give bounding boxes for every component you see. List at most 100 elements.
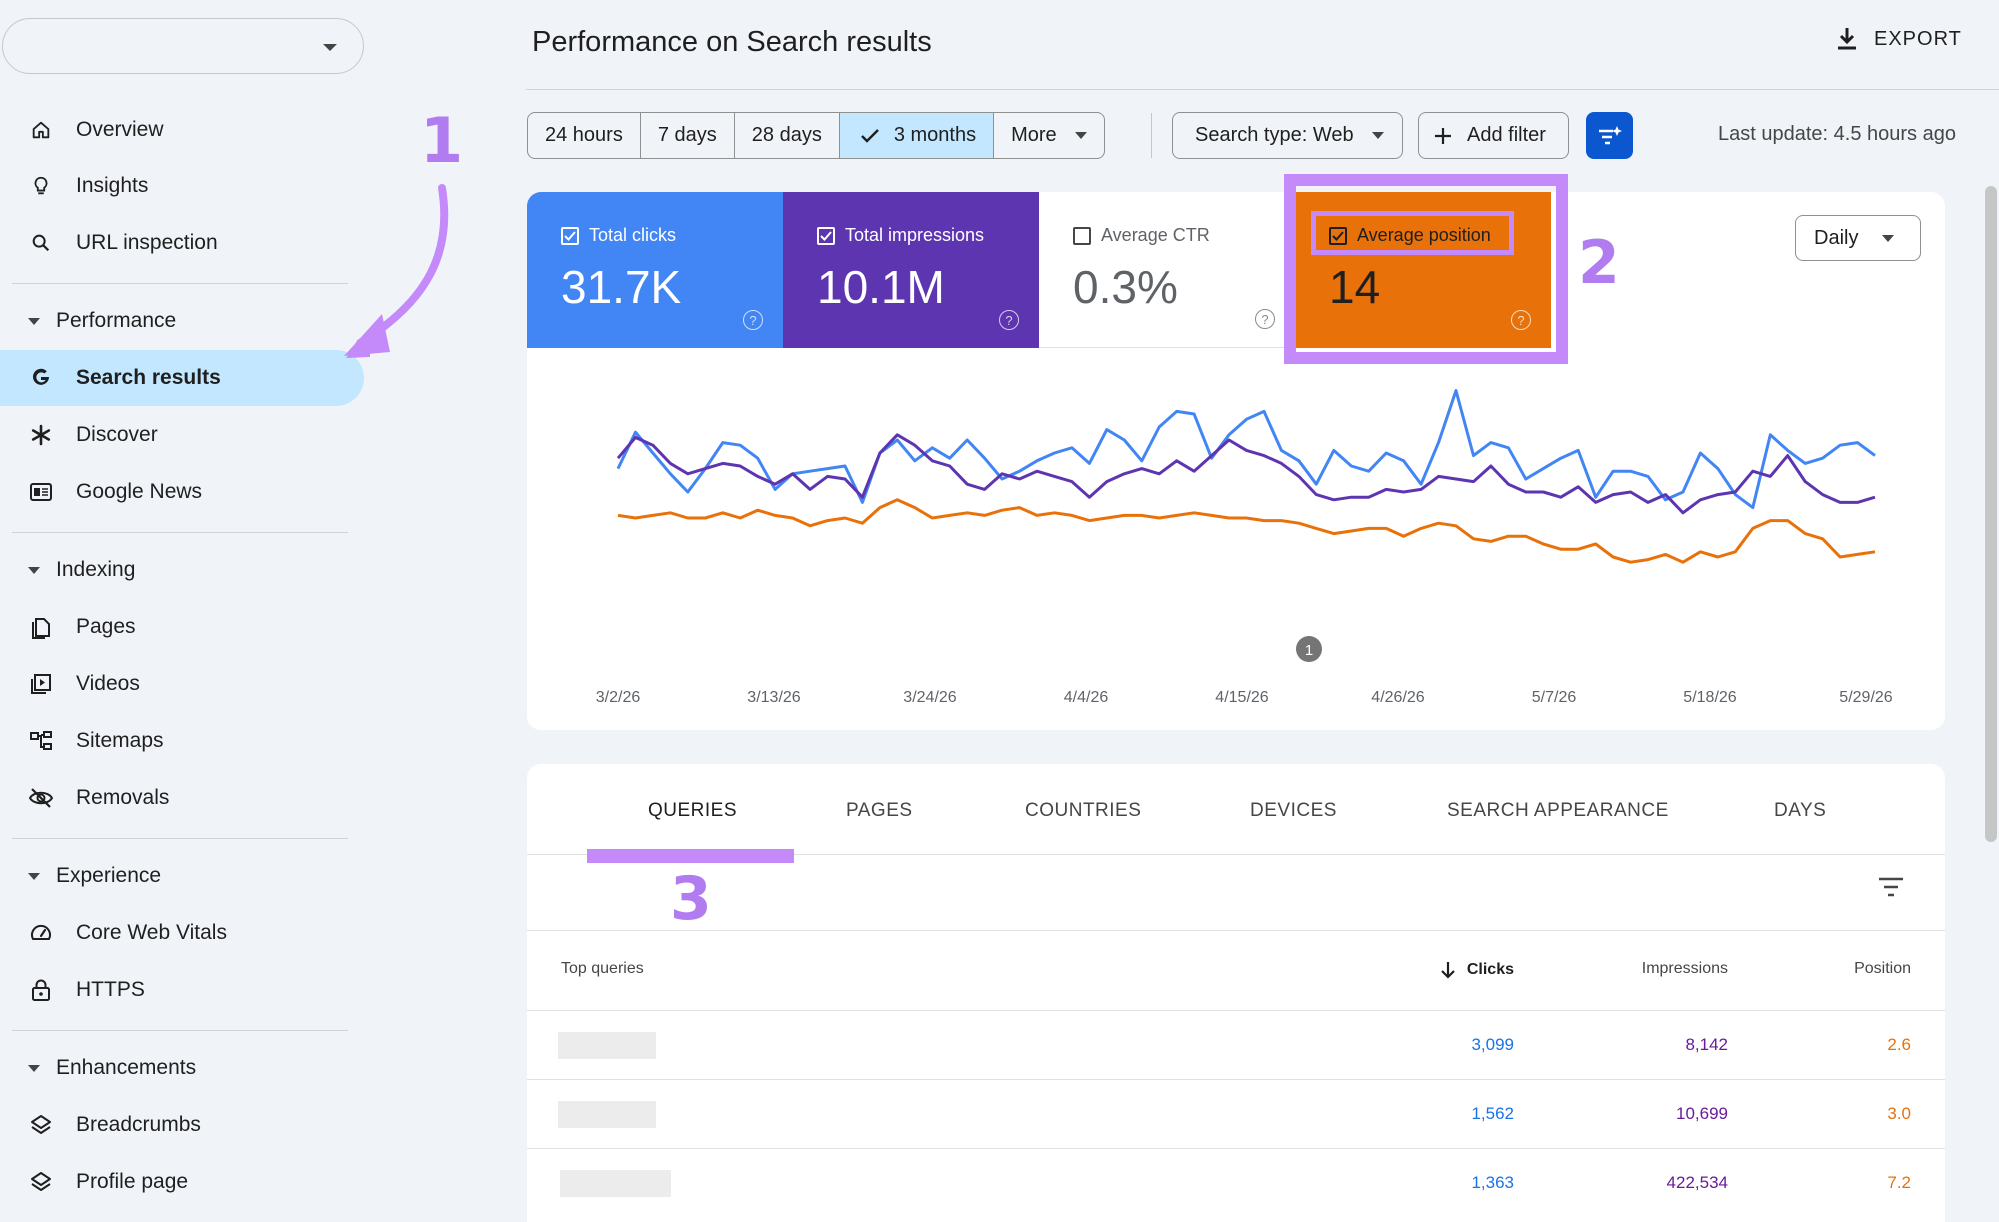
range-7-days-button[interactable]: 7 days [641, 113, 735, 158]
sidebar-item-label: URL inspection [76, 231, 218, 254]
filter-label: Search type: Web [1195, 124, 1354, 146]
arrow-down-icon [1441, 962, 1455, 979]
header-label: Clicks [1466, 961, 1514, 978]
scrollbar[interactable] [1985, 186, 1997, 842]
active-tab-indicator [587, 849, 794, 863]
sidebar-item-sitemaps[interactable]: Sitemaps [0, 713, 364, 769]
search-type-filter[interactable]: Search type: Web [1172, 112, 1403, 159]
sidebar-item-label: Removals [76, 786, 170, 809]
metric-average-position[interactable]: Average position 14 ? [1295, 192, 1551, 348]
sidebar-item-overview[interactable]: Overview [0, 102, 364, 158]
caret-down-icon [28, 566, 40, 574]
metric-total-impressions[interactable]: Total impressions 10.1M ? [783, 192, 1039, 348]
tab-pages[interactable]: PAGES [846, 800, 913, 821]
tab-countries[interactable]: COUNTRIES [1025, 800, 1142, 821]
layers-icon [28, 1112, 54, 1138]
column-header-impressions[interactable]: Impressions [1641, 960, 1728, 977]
divider [527, 930, 1945, 931]
caret-down-icon [1882, 234, 1895, 242]
property-selector[interactable] [2, 18, 364, 74]
tab-devices[interactable]: DEVICES [1250, 800, 1337, 821]
date-range-selector: 24 hours 7 days 28 days 3 months More [527, 112, 1105, 159]
sidebar-item-profile-page[interactable]: Profile page [0, 1154, 364, 1210]
sidebar-item-removals[interactable]: Removals [0, 770, 364, 826]
section-label: Performance [56, 309, 177, 332]
range-label: 3 months [893, 124, 977, 146]
help-icon[interactable]: ? [1511, 310, 1531, 330]
sidebar-item-breadcrumbs[interactable]: Breadcrumbs [0, 1097, 364, 1153]
sidebar-item-google-news[interactable]: Google News [0, 464, 364, 520]
x-tick-label: 5/29/26 [1839, 689, 1892, 706]
series-line-average-position [617, 498, 1876, 564]
results-table-card: QUERIES PAGES COUNTRIES DEVICES SEARCH A… [527, 764, 1945, 1222]
compare-filter-button[interactable] [1586, 112, 1633, 159]
filter-list-icon[interactable] [1877, 876, 1905, 898]
x-tick-label: 4/26/26 [1371, 689, 1424, 706]
section-label: Experience [56, 864, 162, 887]
sidebar-item-insights[interactable]: Insights [0, 158, 364, 214]
column-header-clicks[interactable]: Clicks [1439, 960, 1514, 980]
table-row[interactable]: 3,099 8,142 2.6 [527, 1010, 1945, 1079]
add-filter-button[interactable]: Add filter [1418, 112, 1569, 159]
metric-value: 14 [1329, 261, 1381, 313]
sidebar-item-label: Google News [76, 480, 203, 503]
check-icon [860, 128, 879, 143]
sidebar: Overview Insights URL inspection Perform… [0, 0, 463, 1222]
annotation-number: 2 [1578, 228, 1620, 298]
table-row[interactable]: 1,363 422,534 7.2 [527, 1148, 1945, 1217]
section-performance[interactable]: Performance [28, 301, 176, 341]
tab-queries[interactable]: QUERIES [648, 800, 738, 821]
sidebar-item-discover[interactable]: Discover [0, 407, 364, 463]
annotation-arrow [346, 332, 370, 358]
export-button[interactable]: EXPORT [1836, 26, 1962, 52]
sidebar-item-https[interactable]: HTTPS [0, 962, 364, 1018]
section-experience[interactable]: Experience [28, 856, 161, 896]
sidebar-item-core-web-vitals[interactable]: Core Web Vitals [0, 905, 364, 961]
annotation-number: 1 [420, 104, 464, 177]
checkbox-unchecked-icon[interactable] [1073, 226, 1091, 245]
sidebar-item-videos[interactable]: Videos [0, 656, 364, 712]
checkbox-checked-icon[interactable] [1329, 226, 1347, 245]
sidebar-item-label: Core Web Vitals [76, 921, 227, 944]
metric-total-clicks[interactable]: Total clicks 31.7K ? [527, 192, 783, 348]
granularity-dropdown[interactable]: Daily [1795, 215, 1921, 261]
download-icon [1838, 28, 1856, 50]
chart-annotation-marker[interactable]: 1 [1296, 636, 1322, 662]
range-3-months-button[interactable]: 3 months [839, 113, 995, 158]
divider [526, 89, 1999, 90]
cell-clicks: 1,363 [1471, 1173, 1514, 1192]
metric-average-ctr[interactable]: Average CTR 0.3% ? [1039, 192, 1295, 348]
video-icon [28, 671, 54, 697]
sidebar-item-url-inspection[interactable]: URL inspection [0, 215, 364, 271]
news-icon [28, 479, 54, 505]
cell-impressions: 10,699 [1676, 1104, 1728, 1123]
tab-search-appearance[interactable]: SEARCH APPEARANCE [1447, 800, 1669, 821]
divider [12, 838, 348, 839]
section-enhancements[interactable]: Enhancements [28, 1048, 196, 1088]
cell-impressions: 422,534 [1666, 1173, 1728, 1192]
google-g-icon [28, 365, 54, 391]
range-more-button[interactable]: More [994, 113, 1104, 158]
help-icon[interactable]: ? [999, 310, 1019, 330]
help-icon[interactable]: ? [743, 310, 763, 330]
sidebar-item-search-results[interactable]: Search results [0, 350, 364, 406]
sidebar-item-label: Breadcrumbs [76, 1113, 201, 1136]
pages-icon [28, 614, 54, 640]
export-label: EXPORT [1874, 27, 1962, 50]
table-row[interactable]: 1,562 10,699 3.0 [527, 1079, 1945, 1148]
help-icon[interactable]: ? [1255, 309, 1275, 329]
range-24-hours-button[interactable]: 24 hours [528, 113, 641, 158]
caret-down-icon [28, 872, 40, 880]
checkbox-checked-icon[interactable] [561, 226, 579, 245]
range-label: More [1011, 124, 1057, 146]
range-28-days-button[interactable]: 28 days [735, 113, 840, 158]
checkbox-checked-icon[interactable] [817, 226, 835, 245]
column-header-position[interactable]: Position [1854, 960, 1911, 977]
sidebar-item-pages[interactable]: Pages [0, 599, 364, 655]
sidebar-item-label: Discover [76, 423, 158, 446]
filter-label: Add filter [1467, 124, 1546, 146]
section-indexing[interactable]: Indexing [28, 550, 135, 590]
tab-days[interactable]: DAYS [1774, 800, 1827, 821]
sidebar-item-label: HTTPS [76, 978, 145, 1001]
x-tick-label: 4/15/26 [1215, 689, 1268, 706]
